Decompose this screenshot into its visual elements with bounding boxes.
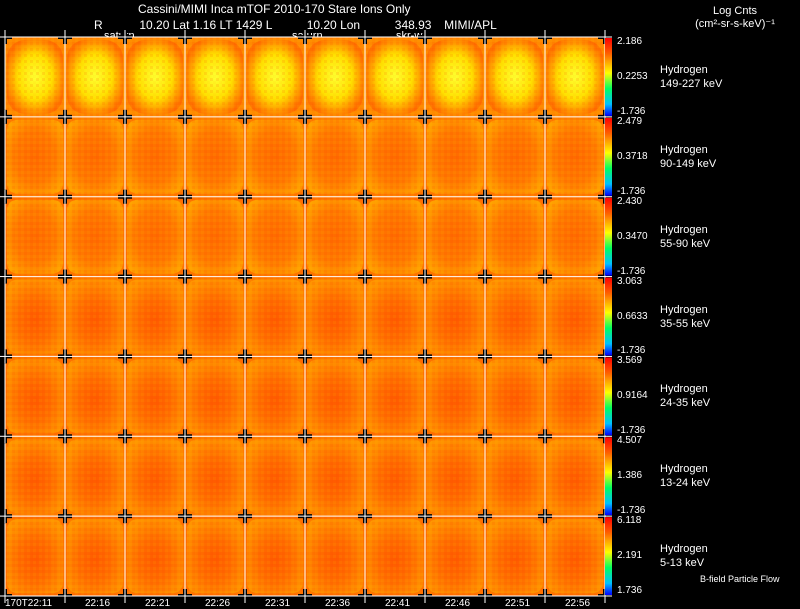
time-label-0: 170T22:11: [5, 598, 53, 609]
time-label-8: 22:51: [505, 598, 531, 609]
scale-max-5: 4.507: [617, 435, 643, 447]
band-energy-3: 35-55 keV: [660, 317, 711, 330]
band-energy-1: 90-149 keV: [660, 157, 717, 170]
colorbar-6: [605, 517, 612, 595]
scale-min-0: -1.736: [617, 105, 646, 117]
time-label-5: 22:36: [325, 598, 351, 609]
band-name-5: Hydrogen: [660, 463, 708, 476]
time-label-7: 22:46: [445, 598, 471, 609]
marker-layer: [0, 30, 612, 603]
scale-min-3: -1.736: [617, 345, 646, 357]
time-label-4: 22:31: [265, 598, 291, 609]
band-energy-2: 55-90 keV: [660, 237, 711, 250]
l-label: L: [265, 18, 272, 32]
time-label-3: 22:26: [205, 598, 231, 609]
scale-mid-4: 0.9164: [617, 390, 648, 402]
scale-mid-6: 2.191: [617, 550, 643, 562]
scale-min-5: -1.736: [617, 505, 646, 517]
scale-mid-1: 0.3718: [617, 150, 648, 162]
r-label: R: [94, 18, 103, 32]
colorbar-layer: [605, 38, 612, 595]
r-value: 10.20: [139, 18, 170, 32]
lat-value: 1.16: [192, 18, 217, 32]
band-name-2: Hydrogen: [660, 223, 708, 236]
credit: MIMI/APL: [444, 18, 497, 32]
scale-max-1: 2.479: [617, 115, 643, 127]
time-label-1: 22:16: [85, 598, 111, 609]
scale-min-1: -1.736: [617, 185, 646, 197]
colorbar-5: [605, 437, 612, 516]
band-name-4: Hydrogen: [660, 383, 708, 396]
scale-mid-5: 1.386: [617, 470, 643, 482]
scale-max-3: 3.063: [617, 275, 643, 287]
colorbar-2: [605, 197, 612, 276]
scale-max-2: 2.430: [617, 195, 643, 207]
band-name-0: Hydrogen: [660, 63, 708, 76]
time-label-2: 22:21: [145, 598, 171, 609]
band-energy-4: 24-35 keV: [660, 397, 711, 410]
scale-min-4: -1.736: [617, 425, 646, 437]
scale-max-4: 3.569: [617, 355, 643, 367]
scale-mid-0: 0.2253: [617, 70, 648, 82]
lt-label: LT: [219, 18, 233, 32]
scale-max-0: 2.186: [617, 36, 643, 47]
scale-mid-2: 0.3470: [617, 230, 648, 242]
lat-label: Lat: [172, 18, 190, 32]
l-value: 10.20: [306, 18, 337, 32]
colorbar-1: [605, 117, 612, 196]
band-energy-0: 149-227 keV: [660, 77, 723, 90]
time-label-9: 22:56: [565, 598, 591, 609]
band-energy-6: 5-13 keV: [660, 557, 705, 570]
title-line: Cassini/MIMI Inca mTOF 2010-170 Stare Io…: [138, 2, 411, 16]
band-name-1: Hydrogen: [660, 143, 708, 156]
lon-label: Lon: [340, 18, 361, 32]
band-name-6: Hydrogen: [660, 543, 708, 556]
footer-note: B-field Particle Flow: [700, 574, 780, 584]
scale-max-6: 6.118: [617, 515, 642, 527]
lon-value: 348.93: [394, 18, 432, 32]
time-label-6: 22:41: [385, 598, 411, 609]
band-name-3: Hydrogen: [660, 303, 708, 316]
colorbar-0: [605, 38, 612, 116]
ephemeris-line: R 10.20 Lat 1.16 LT 1429 L 10.20 Lon 348…: [94, 18, 497, 32]
legend-title-line1: Log Cnts: [712, 5, 758, 17]
colorbar-4: [605, 357, 612, 436]
legend-title-line2: (cm²-sr-s-keV)⁻¹: [695, 18, 775, 30]
scale-mid-3: 0.6633: [617, 310, 648, 322]
lt-value: 1429: [235, 18, 263, 32]
scale-min-2: -1.736: [617, 265, 646, 277]
legend-title: Log Cnts (cm²-sr-s-keV)⁻¹: [680, 5, 790, 30]
colorbar-3: [605, 277, 612, 356]
band-energy-5: 13-24 keV: [660, 477, 711, 490]
scale-min-6: 1.736: [617, 585, 643, 596]
